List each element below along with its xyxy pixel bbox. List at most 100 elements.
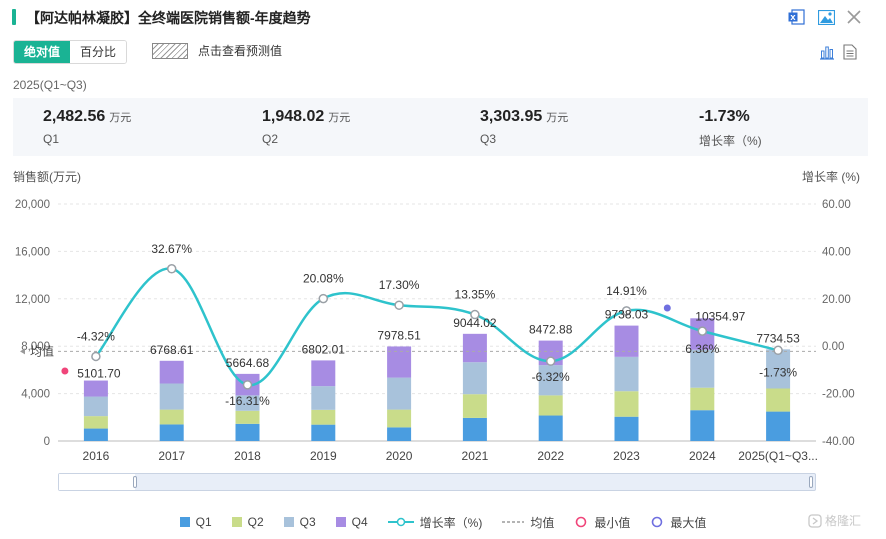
bar-segment-q3 — [462, 362, 487, 395]
legend-label: 最小值 — [594, 515, 631, 530]
bar-segment-q1 — [83, 428, 108, 441]
growth-label: 20.08% — [303, 272, 344, 286]
svg-text:X: X — [790, 14, 796, 22]
stat-q3: 3,303.95 万元 Q3 — [480, 108, 568, 146]
bar-segment-q3 — [766, 349, 791, 389]
bar-total-label: 7978.51 — [377, 328, 421, 342]
growth-point — [166, 264, 177, 274]
bar-segment-q3 — [538, 365, 563, 396]
x-tick-label: 2023 — [613, 449, 640, 463]
legend-label: Q4 — [351, 515, 368, 529]
slider-right-handle[interactable] — [809, 476, 813, 488]
bar-segment-q4 — [614, 325, 639, 357]
bar-segment-q3 — [387, 377, 412, 410]
bar-segment-q2 — [462, 394, 487, 418]
y-tick-right: -20.00 — [822, 389, 855, 401]
bar-segment-q2 — [538, 395, 563, 416]
table-icon[interactable] — [843, 44, 859, 60]
stat-q1: 2,482.56 万元 Q1 — [43, 108, 131, 146]
bar-segment-q1 — [311, 424, 336, 441]
close-icon[interactable] — [845, 8, 863, 26]
growth-point — [242, 380, 253, 390]
legend-item-q2[interactable]: Q2 — [231, 515, 264, 529]
watermark-text: 格隆汇 — [825, 514, 862, 528]
legend-item-q4[interactable]: Q4 — [335, 515, 368, 529]
title-accent-bar — [12, 9, 16, 25]
period-label: 2025(Q1~Q3) — [13, 78, 87, 92]
legend-swatch — [179, 517, 190, 527]
y-tick-right: 0.00 — [822, 341, 844, 353]
growth-label: 17.30% — [379, 278, 420, 292]
legend-item-min[interactable]: 最小值 — [574, 514, 630, 531]
legend-item-mean[interactable]: 均值 — [502, 514, 554, 531]
forecast-toggle[interactable]: 点击查看预测值 — [152, 42, 282, 59]
bar-total-label: 9738.03 — [605, 308, 649, 322]
stat-label: Q1 — [43, 132, 60, 146]
bar-segment-q4 — [462, 333, 487, 363]
forecast-hatch-swatch — [152, 42, 188, 59]
toggle-absolute-button[interactable]: 绝对值 — [14, 41, 71, 63]
stats-panel: 2,482.56 万元 Q1 1,948.02 万元 Q2 3,303.95 万元 Q… — [13, 98, 868, 156]
min-marker — [61, 367, 69, 375]
bar-segment-q4 — [159, 360, 184, 384]
growth-point — [621, 306, 632, 316]
growth-point — [318, 293, 329, 304]
growth-line — [94, 267, 779, 387]
y-tick-left: 20,000 — [15, 199, 50, 211]
bar-segment-q1 — [235, 423, 260, 441]
image-export-icon[interactable] — [817, 8, 835, 26]
bar-segment-q2 — [690, 387, 715, 411]
legend-item-q3[interactable]: Q3 — [283, 515, 316, 529]
legend-item-growth[interactable]: 增长率（%) — [387, 514, 482, 531]
x-tick-label: 2022 — [537, 449, 564, 463]
bar-segment-q4 — [311, 360, 336, 387]
x-tick-label: 2025(Q1~Q3... — [738, 449, 818, 463]
y-tick-left: 4,000 — [21, 389, 50, 401]
bar-segment-q2 — [387, 409, 412, 428]
bar-chart-icon[interactable] — [819, 44, 835, 60]
growth-point — [545, 356, 556, 366]
growth-point — [697, 326, 708, 336]
chart-title: 【阿达帕林凝胶】全终端医院销售额-年度趋势 — [26, 10, 311, 26]
bar-segment-q4 — [83, 380, 108, 397]
bar-segment-q3 — [235, 395, 260, 411]
legend-item-q1[interactable]: Q1 — [179, 515, 212, 529]
stat-unit: 万元 — [109, 112, 132, 124]
slider-unselected-area — [59, 474, 135, 490]
y-tick-right: 40.00 — [822, 246, 851, 258]
bar-segment-q1 — [159, 424, 184, 441]
stat-label: Q2 — [262, 132, 279, 146]
growth-label: 6.36% — [685, 342, 719, 356]
y-tick-left: 12,000 — [15, 294, 50, 306]
slider-left-handle[interactable] — [133, 476, 137, 488]
growth-label: 14.91% — [606, 284, 647, 298]
bar-total-label: 7734.53 — [756, 331, 800, 345]
legend-circle-swatch — [652, 516, 663, 528]
max-marker — [663, 304, 671, 312]
x-tick-label: 2024 — [689, 449, 716, 463]
legend-item-max[interactable]: 最大值 — [650, 514, 706, 531]
growth-label: -1.73% — [759, 365, 797, 379]
bar-segment-q2 — [614, 391, 639, 417]
x-tick-label: 2021 — [462, 449, 489, 463]
stat-label: 增长率（%) — [699, 134, 762, 148]
toggle-percent-button[interactable]: 百分比 — [70, 41, 127, 63]
x-tick-label: 2018 — [234, 449, 261, 463]
bar-segment-q1 — [538, 415, 563, 441]
legend-swatch — [283, 517, 294, 527]
chart-legend: Q1 Q2 Q3 Q4 增长率（%) 均值 最小值 最大值 — [0, 512, 886, 532]
legend-dash-swatch — [502, 521, 525, 523]
legend-line-swatch — [387, 517, 414, 527]
growth-point — [773, 345, 783, 356]
sales-trend-chart: 销售额(万元) 增长率 (%) 0 -40.00 4,000 -20.00 8,000 0.0… — [13, 169, 860, 463]
growth-point — [91, 351, 101, 362]
growth-label: -6.32% — [532, 370, 570, 384]
legend-swatch — [335, 517, 346, 527]
data-zoom-slider[interactable] — [58, 473, 816, 491]
growth-point — [394, 300, 404, 310]
y-tick-left: 16,000 — [15, 246, 50, 258]
stat-value: 1,948.02 — [262, 108, 325, 125]
bar-segment-q2 — [159, 409, 184, 425]
x-tick-label: 2019 — [310, 449, 337, 463]
excel-export-icon[interactable]: X — [787, 8, 805, 26]
